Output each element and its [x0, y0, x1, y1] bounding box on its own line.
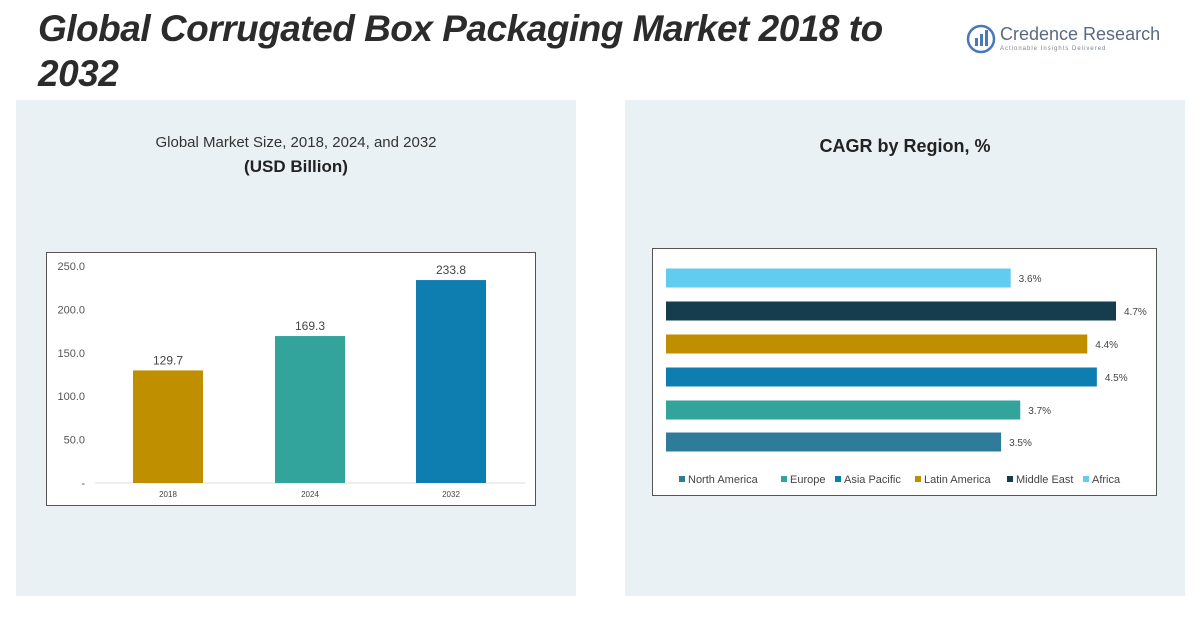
- bar-north-america: [666, 432, 1002, 452]
- y-tick-label: 150.0: [57, 348, 85, 360]
- logo-name: Credence Research: [1000, 24, 1161, 44]
- data-label: 3.6%: [1019, 274, 1042, 285]
- data-label: 3.5%: [1009, 438, 1032, 449]
- credence-logo[interactable]: Credence Research Actionable Insights De…: [966, 22, 1166, 58]
- logo-icon: [966, 24, 996, 54]
- data-label: 4.4%: [1095, 340, 1118, 351]
- cagr-svg: 3.5% 3.7% 4.5% 4.4% 4.7% 3.6% North America Eur…: [666, 268, 1147, 486]
- x-tick-label: 2018: [159, 490, 177, 499]
- legend-label: Europe: [790, 474, 825, 486]
- y-tick-label: 250.0: [57, 261, 85, 273]
- y-tick-label: -: [81, 478, 85, 490]
- cagr-title: CAGR by Region, %: [819, 136, 991, 156]
- bar-middle-east: [666, 301, 1116, 321]
- legend-label: Asia Pacific: [844, 474, 901, 486]
- legend-label: Middle East: [1016, 474, 1073, 486]
- market-size-unit: (USD Billion): [244, 157, 348, 176]
- market-size-chart: - 50.0 100.0 150.0 200.0 250.0 129.7 2018 169.3 2…: [46, 252, 536, 506]
- legend-label: Latin America: [924, 474, 992, 486]
- data-label: 169.3: [295, 319, 325, 333]
- data-label: 233.8: [436, 263, 466, 277]
- legend-label: Africa: [1092, 474, 1121, 486]
- data-label: 4.7%: [1124, 307, 1147, 318]
- logo-tagline: Actionable Insights Delivered: [1000, 46, 1107, 52]
- bar-2024: [275, 336, 345, 483]
- market-size-svg: - 50.0 100.0 150.0 200.0 250.0 129.7 2018 169.3 2…: [57, 261, 525, 499]
- data-label: 129.7: [153, 353, 183, 367]
- legend-swatch: [781, 476, 787, 482]
- legend-swatch: [679, 476, 685, 482]
- bar-latin-america: [666, 334, 1088, 354]
- data-label: 3.7%: [1028, 406, 1051, 417]
- bar-2032: [416, 280, 486, 483]
- market-size-title: Global Market Size, 2018, 2024, and 2032: [155, 134, 437, 151]
- bar-asia-pacific: [666, 367, 1097, 387]
- bar-2018: [133, 370, 203, 483]
- x-tick-label: 2032: [442, 490, 460, 499]
- legend-label: North America: [688, 474, 759, 486]
- legend-swatch: [1007, 476, 1013, 482]
- x-tick-label: 2024: [301, 490, 319, 499]
- y-tick-label: 100.0: [57, 391, 85, 403]
- data-label: 4.5%: [1105, 373, 1128, 384]
- bar-europe: [666, 400, 1021, 420]
- bar-africa: [666, 268, 1011, 288]
- cagr-chart: 3.5% 3.7% 4.5% 4.4% 4.7% 3.6% North America Eur…: [652, 248, 1157, 496]
- legend-swatch: [835, 476, 841, 482]
- y-tick-label: 50.0: [64, 435, 85, 447]
- legend-swatch: [915, 476, 921, 482]
- y-tick-label: 200.0: [57, 304, 85, 316]
- page-title: Global Corrugated Box Packaging Market 2…: [38, 8, 883, 94]
- legend-swatch: [1083, 476, 1089, 482]
